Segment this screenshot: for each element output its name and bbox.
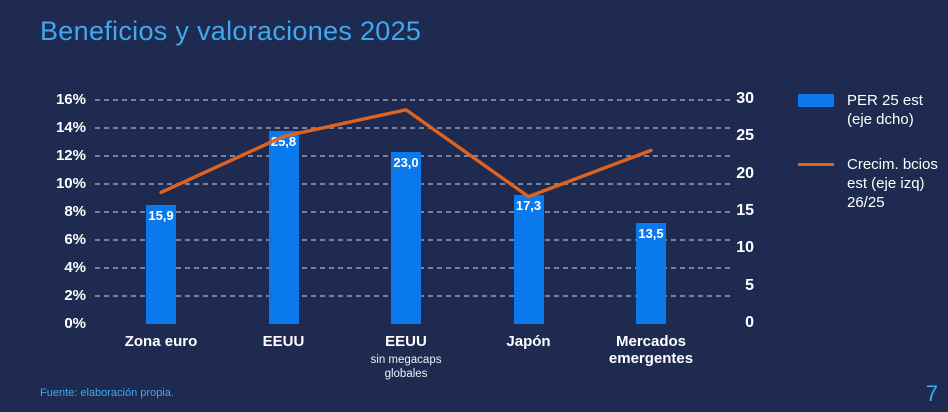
category-label-text: Japón [506, 333, 551, 350]
legend-item-per: PER 25 est (eje dcho) [798, 91, 944, 129]
left-axis-tick-label: 0% [64, 315, 86, 332]
right-axis-tick-label: 20 [736, 164, 754, 182]
bar-series-swatch [798, 94, 834, 107]
right-axis-tick-label: 25 [736, 127, 754, 145]
right-axis-tick-label: 0 [745, 314, 754, 331]
category-label-text: Mercados emergentes [608, 333, 694, 367]
category-label-text: EEUU [262, 333, 305, 350]
left-axis-tick-label: 12% [55, 147, 86, 164]
bar [268, 131, 299, 324]
bar [636, 223, 666, 324]
bar-value-label: 17,3 [515, 197, 542, 213]
legend: PER 25 est (eje dcho) Crecim. bcios est … [798, 91, 944, 212]
legend-label-per: PER 25 est (eje dcho) [847, 92, 923, 128]
page-number: 7 [925, 381, 938, 406]
right-axis-tick-label: 30 [736, 90, 754, 107]
right-axis-tick-label: 15 [736, 202, 754, 219]
bar [146, 205, 176, 324]
chart-title: Beneficios y valoraciones 2025 [40, 16, 422, 46]
category-label: EEUU sin megacaps globales [341, 333, 471, 381]
gridline [95, 99, 730, 101]
right-axis-tick-label: 5 [745, 276, 754, 294]
category-label-text: Zona euro [124, 333, 198, 350]
category-label: Japón [464, 333, 594, 350]
category-label: Mercados emergentes [586, 333, 716, 367]
line-series-swatch [798, 163, 834, 166]
category-label: EEUU [219, 333, 349, 350]
left-axis-tick-label: 10% [55, 175, 86, 192]
left-axis-tick-label: 16% [55, 91, 86, 108]
bar-value-label: 23,0 [393, 155, 419, 171]
bar-value-label: 15,9 [148, 208, 174, 224]
growth-line-series [159, 108, 653, 199]
legend-item-crecimiento: Crecim. bcios est (eje izq) 26/25 [798, 155, 944, 212]
plot-area: 15,9 25,8 23,0 17,3 13,5 [95, 99, 730, 324]
left-axis-tick-label: 4% [64, 259, 86, 276]
source-note: Fuente: elaboración propia. [40, 387, 174, 399]
bar [391, 152, 421, 324]
gridline [95, 127, 730, 129]
left-axis-tick-label: 14% [55, 119, 86, 136]
legend-label-crecimiento: Crecim. bcios est (eje izq) 26/25 [847, 156, 938, 211]
category-label: Zona euro [96, 333, 226, 350]
left-axis-tick-label: 8% [64, 203, 86, 220]
right-axis-tick-label: 10 [736, 239, 754, 257]
left-axis-tick-label: 6% [64, 231, 86, 248]
left-axis-tick-label: 2% [64, 287, 86, 304]
bar [513, 194, 544, 324]
category-sublabel-text: sin megacaps globales [370, 354, 442, 380]
bar-value-label: 13,5 [638, 226, 664, 242]
category-label-text: EEUU [385, 333, 427, 350]
